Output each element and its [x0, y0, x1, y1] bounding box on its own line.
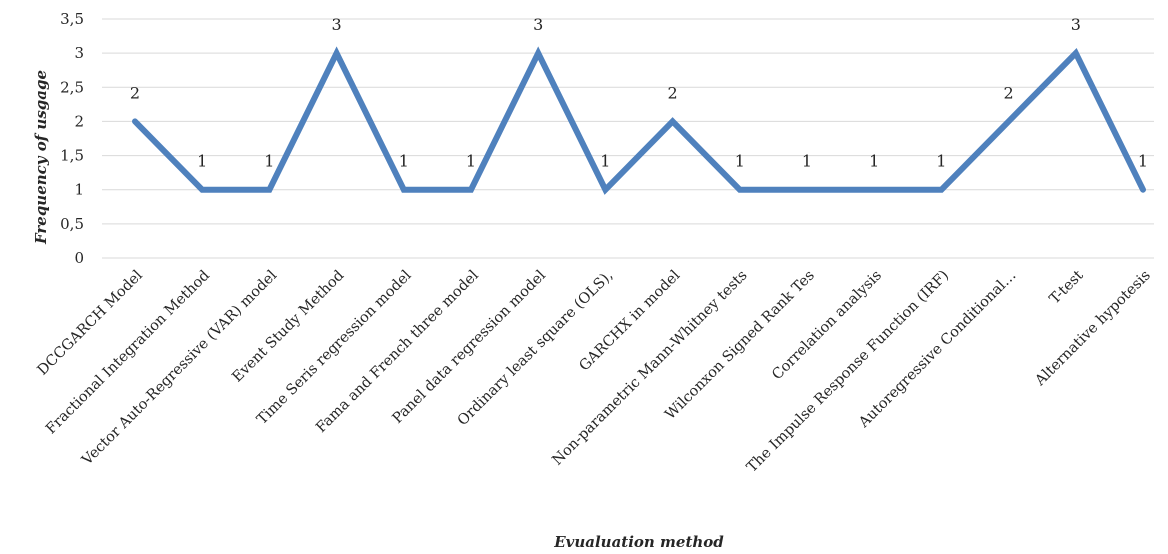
y-tick-label: 1 [74, 181, 84, 199]
y-tick-label: 1,5 [60, 147, 84, 165]
data-label: 1 [869, 152, 879, 171]
data-label: 3 [332, 15, 342, 34]
y-tick-label: 2 [74, 112, 84, 130]
data-label: 1 [1138, 152, 1148, 171]
data-label: 1 [197, 152, 207, 171]
data-label: 1 [802, 152, 812, 171]
x-category-label: Event Study Method [229, 268, 347, 386]
x-category-label: Wilconxon Signed Rank Tes [662, 268, 817, 423]
data-label: 1 [399, 152, 409, 171]
data-label: 2 [130, 83, 140, 102]
x-category-label: Correlation analysis [769, 268, 885, 384]
data-label: 2 [668, 83, 678, 102]
x-category-label: Alternative hypotesis [1032, 268, 1154, 390]
data-label: 1 [936, 152, 946, 171]
y-tick-label: 0,5 [60, 215, 84, 233]
y-tick-label: 3 [74, 44, 84, 62]
data-label: 2 [1004, 83, 1014, 102]
data-label: 1 [600, 152, 610, 171]
x-axis-title: Evualuation method [553, 533, 724, 551]
data-label: 3 [1071, 15, 1081, 34]
y-axis-title: Frequency of usgage [32, 70, 50, 245]
data-label: 3 [533, 15, 543, 34]
y-tick-label: 3,5 [60, 10, 84, 28]
data-label: 1 [735, 152, 745, 171]
y-tick-label: 0 [74, 249, 84, 267]
data-label: 1 [466, 152, 476, 171]
series-line [132, 46, 1146, 195]
data-label: 1 [264, 152, 274, 171]
gridlines [102, 18, 1154, 259]
x-category-label: T-test [1047, 267, 1087, 307]
y-axis-ticks: 0 0,5 1 1,5 2 2,5 3 3,5 [60, 10, 84, 267]
data-labels: 2 1 1 3 1 1 3 1 2 1 1 1 1 2 3 1 [130, 15, 1148, 171]
y-tick-label: 2,5 [60, 78, 84, 96]
